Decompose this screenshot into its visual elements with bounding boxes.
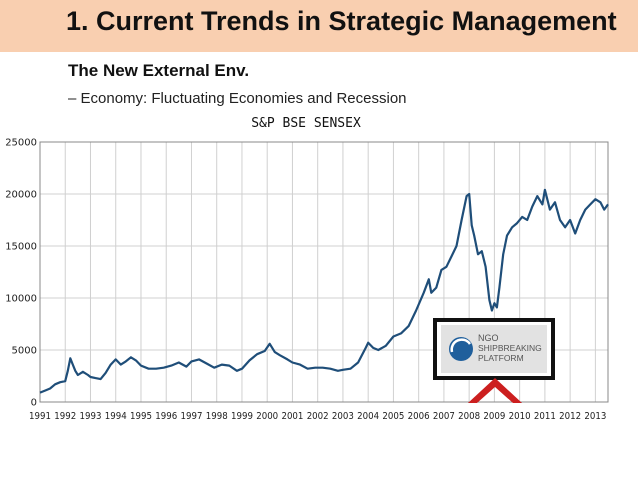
x-tick-label: 2000 (256, 411, 278, 422)
x-tick-label: 2005 (382, 411, 404, 422)
x-tick-label: 2001 (281, 411, 303, 422)
logo-line1: NGO (478, 333, 499, 343)
x-axis-ticks: 1991 1992 1993 1994 1995 1996 1997 1998 1999 2000… (29, 411, 606, 422)
x-tick-label: 1998 (206, 411, 228, 422)
x-tick-label: 2011 (534, 411, 556, 422)
x-tick-label: 2008 (458, 411, 480, 422)
y-tick-label: 15000 (5, 242, 37, 253)
ngo-logo: NGO SHIPBREAKING PLATFORM (433, 318, 555, 380)
y-axis-ticks: 0 5000 10000 15000 20000 25000 (5, 138, 37, 409)
sensex-chart: S&P BSE SENSEX 0 5000 10000 15000 20000 25000… (5, 116, 609, 422)
x-tick-label: 2009 (483, 411, 505, 422)
x-tick-label: 1993 (79, 411, 101, 422)
y-tick-label: 0 (31, 398, 37, 409)
x-tick-label: 1991 (29, 411, 51, 422)
x-tick-label: 1999 (231, 411, 253, 422)
y-tick-label: 25000 (5, 138, 37, 149)
bullet-point: – Economy: Fluctuating Economies and Rec… (68, 90, 407, 107)
y-tick-label: 5000 (12, 346, 37, 357)
x-tick-label: 1997 (180, 411, 202, 422)
x-tick-label: 2003 (332, 411, 354, 422)
x-tick-label: 1996 (155, 411, 177, 422)
y-tick-label: 10000 (5, 294, 37, 305)
x-tick-label: 2013 (584, 411, 606, 422)
slide-subtitle: The New External Env. (68, 61, 250, 80)
chart-title: S&P BSE SENSEX (251, 116, 361, 131)
x-tick-label: 1994 (105, 411, 127, 422)
x-tick-label: 2002 (307, 411, 329, 422)
title-bar: 1. Current Trends in Strategic Managemen… (0, 0, 638, 52)
x-tick-label: 2012 (559, 411, 581, 422)
sensex-series-line (39, 188, 609, 394)
x-tick-label: 2006 (408, 411, 430, 422)
x-tick-label: 2010 (509, 411, 531, 422)
x-tick-label: 2007 (433, 411, 455, 422)
plot-frame (39, 141, 609, 403)
x-tick-label: 1995 (130, 411, 152, 422)
up-arrow-icon (468, 378, 522, 403)
x-tick-label: 2004 (357, 411, 379, 422)
slide-title: 1. Current Trends in Strategic Managemen… (66, 6, 617, 36)
logo-line2: SHIPBREAKING (478, 343, 542, 353)
y-tick-label: 20000 (5, 190, 37, 201)
x-tick-label: 1992 (54, 411, 76, 422)
logo-line3: PLATFORM (478, 353, 524, 363)
